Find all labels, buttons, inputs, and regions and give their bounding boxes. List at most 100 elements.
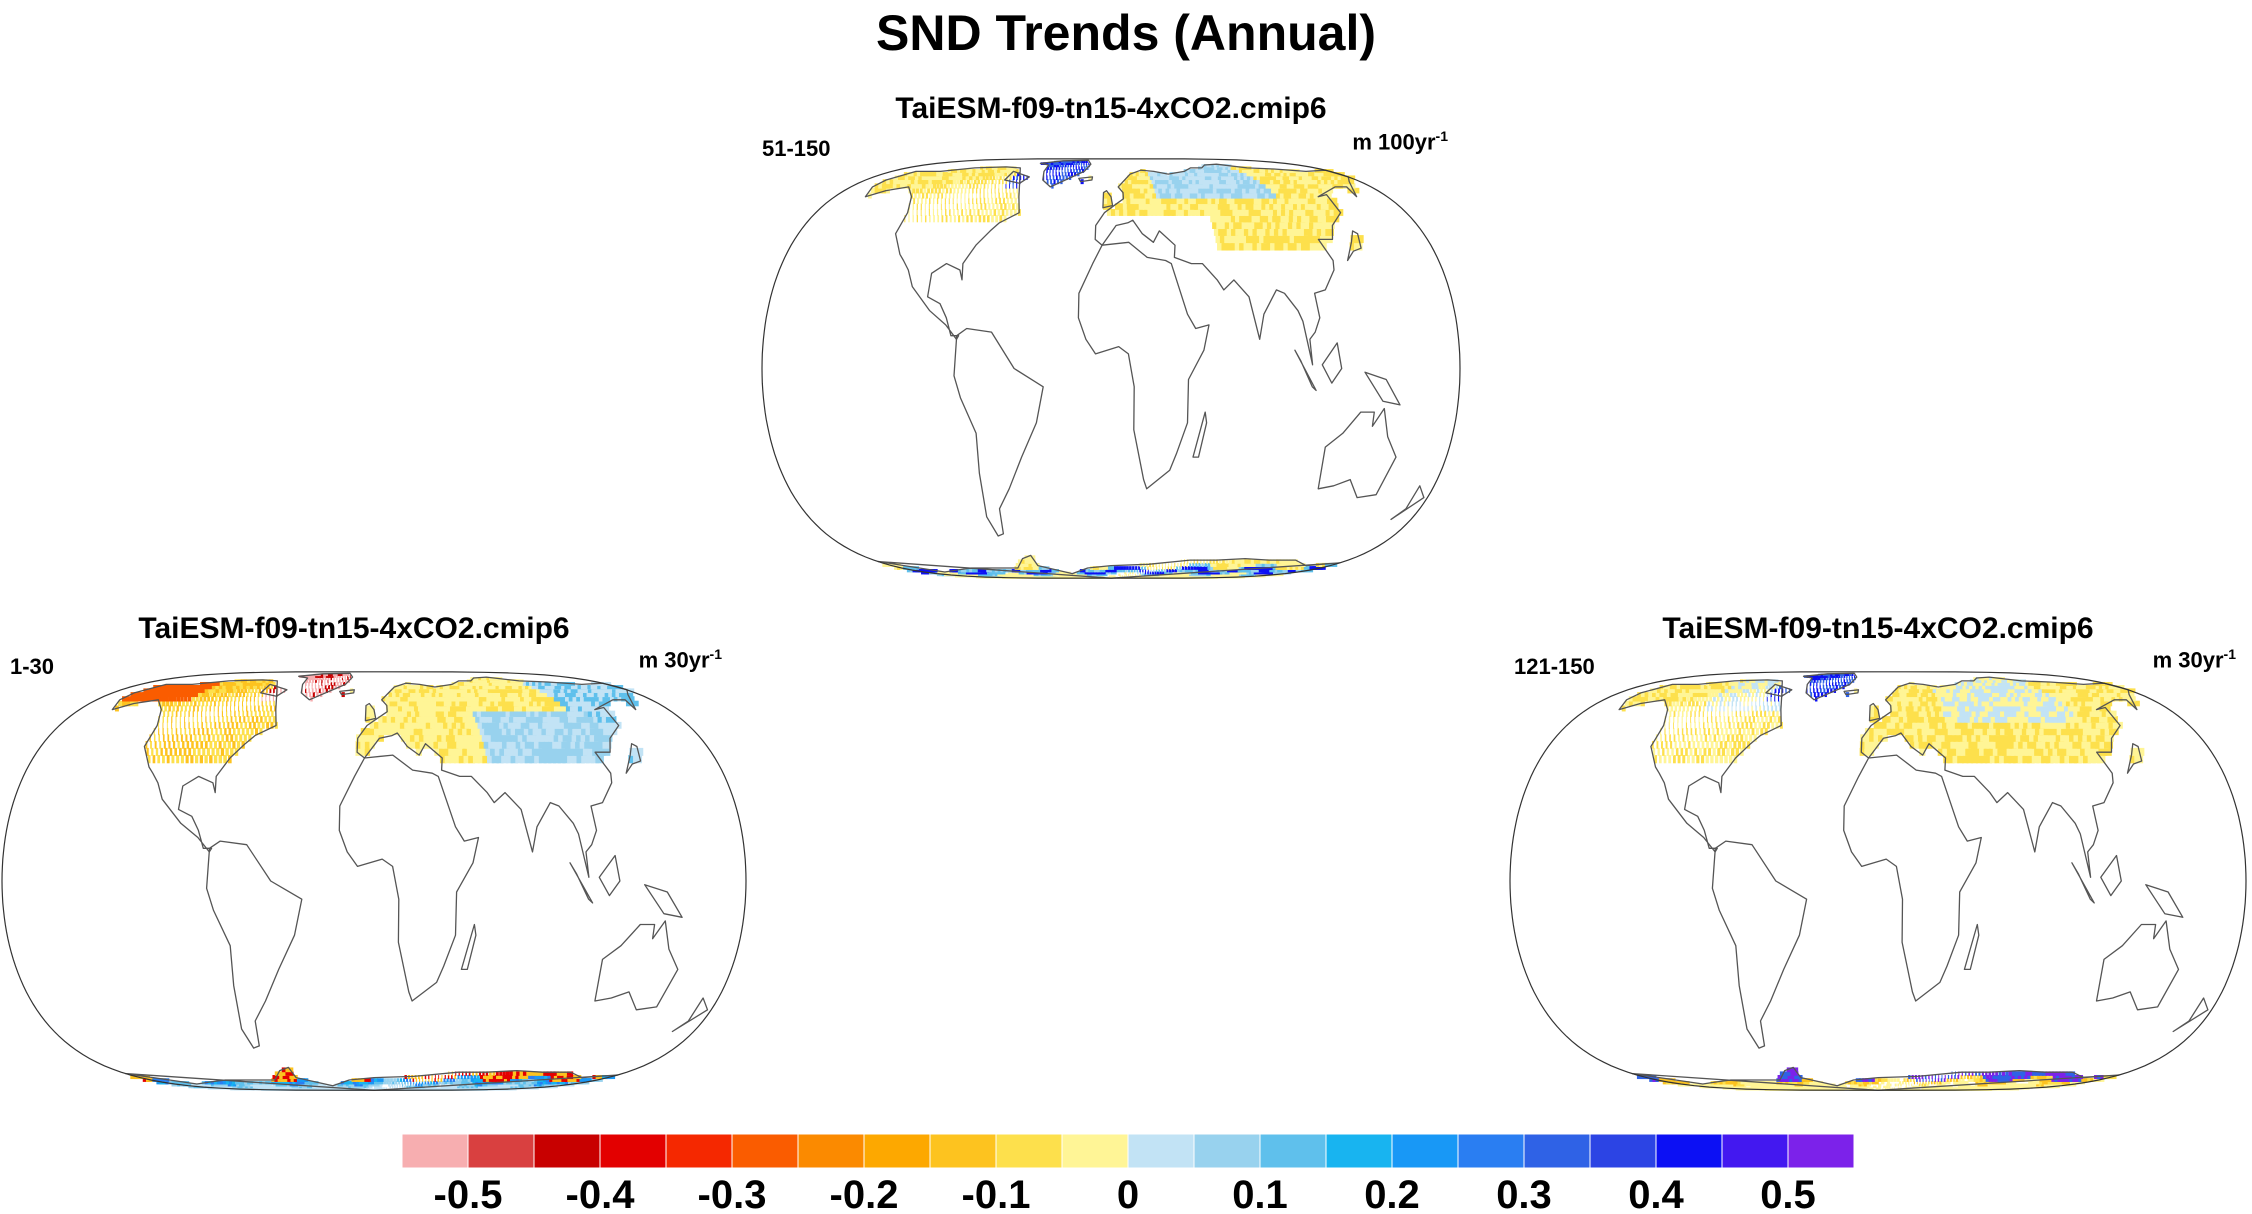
snow-trend-cell <box>1257 559 1262 564</box>
snow-trend-cell <box>968 203 971 210</box>
snow-trend-cell <box>1067 166 1069 170</box>
snow-trend-cell <box>920 209 922 216</box>
snow-trend-cell <box>246 705 248 712</box>
snow-trend-cell <box>929 197 931 205</box>
snow-trend-cell <box>589 705 601 712</box>
snow-trend-cell <box>1213 203 1222 210</box>
snow-trend-cell <box>477 734 485 742</box>
snow-trend-cell <box>213 705 215 712</box>
snow-trend-cell <box>2008 1075 2013 1080</box>
snow-trend-cell <box>479 727 488 736</box>
snow-trend-cell <box>587 747 597 756</box>
snow-trend-cell <box>461 705 470 712</box>
snow-trend-cell <box>1124 575 1125 578</box>
snow-trend-cell <box>1726 747 1730 756</box>
snow-trend-cell <box>1997 747 2005 756</box>
snow-trend-cell <box>1885 1085 1888 1089</box>
snow-trend-cell <box>1968 1071 1970 1076</box>
snow-trend-cell <box>903 183 909 189</box>
snow-trend-cell <box>1046 169 1048 173</box>
snow-trend-cell <box>1065 162 1069 165</box>
snow-trend-cell <box>1196 559 1199 564</box>
snow-trend-cell <box>1147 209 1154 216</box>
snow-trend-cell <box>935 179 940 185</box>
snow-trend-cell <box>1700 755 1705 764</box>
snow-trend-cell <box>1002 175 1005 181</box>
snow-trend-cell <box>1179 569 1183 573</box>
snow-trend-cell <box>506 740 515 749</box>
snow-trend-cell <box>1190 559 1192 564</box>
snow-trend-cell <box>980 183 982 189</box>
snow-trend-cell <box>223 740 227 749</box>
snow-trend-cell <box>961 183 965 189</box>
snow-trend-cell <box>1010 172 1014 177</box>
snow-trend-cell <box>2011 1075 2017 1080</box>
snow-trend-cell <box>381 696 387 702</box>
snow-trend-cell <box>1919 1078 1921 1082</box>
snow-trend-cell <box>988 203 991 210</box>
snow-trend-cell <box>1246 235 1254 244</box>
snow-trend-cell <box>1815 1081 1824 1085</box>
snow-trend-cell <box>1790 1067 1799 1073</box>
snow-trend-cell <box>2038 747 2047 756</box>
snow-trend-cell <box>1141 197 1148 205</box>
snow-trend-cell <box>429 705 437 712</box>
snow-trend-cell <box>1105 569 1110 573</box>
snow-trend-cell <box>1273 228 1282 236</box>
snow-trend-cell <box>1187 569 1192 573</box>
snow-trend-cell <box>184 710 186 717</box>
snow-trend-cell <box>488 1078 494 1082</box>
snow-trend-cell <box>1250 221 1258 229</box>
snow-trend-cell <box>437 1078 440 1082</box>
snow-trend-cell <box>192 747 196 756</box>
snow-trend-cell <box>312 692 315 698</box>
snow-trend-cell <box>400 685 406 690</box>
snow-trend-cell <box>1905 1088 1911 1091</box>
snow-trend-cell <box>1936 1083 1941 1087</box>
snow-trend-cell <box>1171 192 1178 199</box>
snow-trend-cell <box>1934 1078 1936 1082</box>
snow-trend-cell <box>1830 1088 1843 1091</box>
snow-trend-cell <box>433 1083 437 1087</box>
snow-trend-cell <box>222 685 228 690</box>
snow-trend-cell <box>180 727 182 736</box>
snow-trend-cell <box>1005 179 1008 185</box>
snow-trend-cell <box>424 1081 427 1085</box>
snow-trend-cell <box>1251 215 1260 223</box>
snow-trend-cell <box>1888 1085 1891 1089</box>
snow-trend-cell <box>1203 197 1211 205</box>
snow-trend-cell <box>448 710 455 717</box>
snow-trend-cell <box>1050 179 1053 185</box>
snow-trend-cell <box>188 747 192 756</box>
snow-trend-cell <box>256 679 262 683</box>
snow-trend-cell <box>1989 1075 1993 1080</box>
coastline-greenland <box>1039 159 1092 188</box>
snow-trend-cell <box>427 710 434 717</box>
snow-trend-cell <box>997 172 1001 177</box>
snow-trend-cell <box>1003 166 1009 170</box>
snow-trend-cell <box>1239 228 1247 236</box>
snow-trend-cell <box>205 692 210 698</box>
snow-trend-cell <box>1325 221 1335 229</box>
snow-trend-cell <box>166 700 170 707</box>
snow-trend-cell <box>2005 1071 2009 1076</box>
snow-trend-cell <box>398 710 405 717</box>
snow-trend-cell <box>180 685 188 690</box>
snow-trend-cell <box>307 675 312 678</box>
snow-trend-cell <box>594 681 612 686</box>
snow-trend-cell <box>468 710 477 717</box>
snow-trend-cell <box>409 727 416 736</box>
snow-trend-cell <box>197 705 199 712</box>
snow-trend-cell <box>1228 559 1232 564</box>
snow-trend-cell <box>318 688 321 693</box>
snow-trend-cell <box>1931 1078 1933 1082</box>
snow-trend-cell <box>996 175 999 181</box>
snow-trend-cell <box>1155 562 1157 567</box>
snow-trend-cell <box>230 734 234 742</box>
snow-trend-cell <box>446 1078 449 1082</box>
snow-trend-cell <box>1212 221 1219 229</box>
snow-trend-cell <box>202 700 205 707</box>
snow-trend-cell <box>1857 1085 1863 1089</box>
snow-trend-cell <box>1119 569 1123 573</box>
snow-trend-cell <box>221 710 223 717</box>
